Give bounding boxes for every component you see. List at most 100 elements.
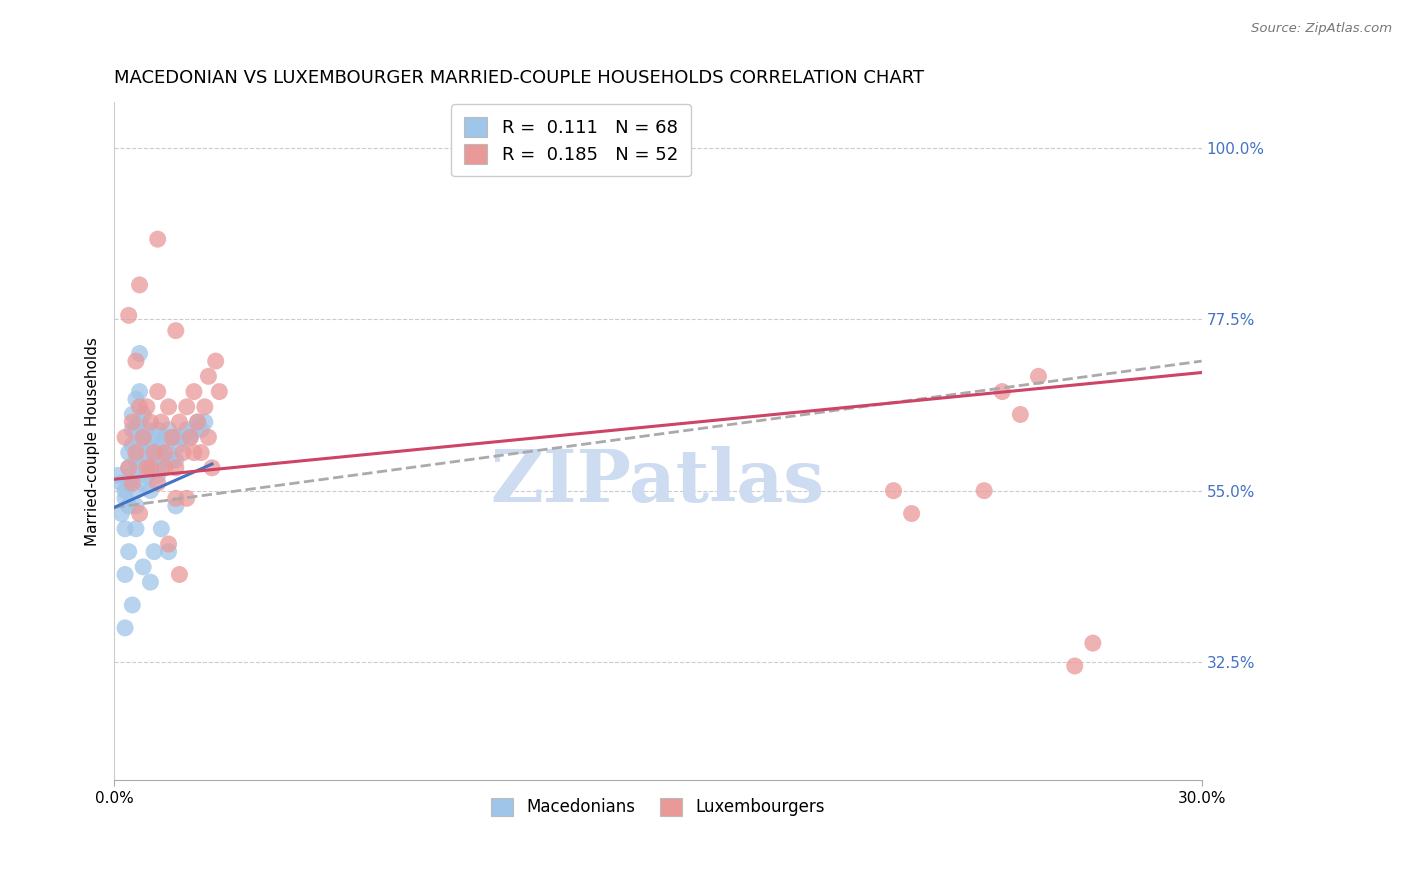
Point — [165, 460, 187, 475]
Point — [153, 453, 176, 467]
Point — [172, 445, 194, 459]
Point — [169, 567, 191, 582]
Point — [139, 415, 162, 429]
Point — [121, 408, 143, 422]
Point — [900, 507, 922, 521]
Y-axis label: Married-couple Households: Married-couple Households — [86, 336, 100, 546]
Point — [165, 453, 187, 467]
Point — [135, 445, 157, 459]
Point — [187, 415, 209, 429]
Point — [135, 460, 157, 475]
Point — [114, 430, 136, 444]
Point — [208, 384, 231, 399]
Point — [128, 384, 150, 399]
Point — [110, 507, 132, 521]
Point — [114, 567, 136, 582]
Point — [125, 445, 148, 459]
Point — [118, 544, 141, 558]
Point — [114, 483, 136, 498]
Point — [153, 430, 176, 444]
Point — [121, 438, 143, 452]
Point — [1028, 369, 1050, 384]
Point — [1081, 636, 1104, 650]
Point — [114, 522, 136, 536]
Point — [176, 491, 198, 506]
Point — [128, 277, 150, 292]
Point — [121, 468, 143, 483]
Point — [118, 476, 141, 491]
Point — [110, 476, 132, 491]
Point — [121, 423, 143, 437]
Point — [150, 460, 173, 475]
Point — [973, 483, 995, 498]
Point — [157, 445, 180, 459]
Point — [157, 423, 180, 437]
Point — [146, 445, 169, 459]
Point — [172, 430, 194, 444]
Point — [143, 544, 166, 558]
Point — [135, 423, 157, 437]
Point — [146, 476, 169, 491]
Point — [128, 346, 150, 360]
Point — [135, 400, 157, 414]
Point — [169, 415, 191, 429]
Point — [179, 430, 201, 444]
Point — [153, 460, 176, 475]
Point — [197, 430, 219, 444]
Point — [143, 445, 166, 459]
Point — [139, 438, 162, 452]
Point — [118, 445, 141, 459]
Point — [165, 499, 187, 513]
Point — [1063, 659, 1085, 673]
Text: MACEDONIAN VS LUXEMBOURGER MARRIED-COUPLE HOUSEHOLDS CORRELATION CHART: MACEDONIAN VS LUXEMBOURGER MARRIED-COUPL… — [114, 69, 924, 87]
Point — [183, 423, 205, 437]
Point — [153, 445, 176, 459]
Point — [197, 369, 219, 384]
Text: Source: ZipAtlas.com: Source: ZipAtlas.com — [1251, 22, 1392, 36]
Point — [179, 430, 201, 444]
Point — [132, 408, 155, 422]
Point — [150, 438, 173, 452]
Point — [132, 476, 155, 491]
Point — [118, 499, 141, 513]
Point — [150, 522, 173, 536]
Point — [128, 415, 150, 429]
Point — [107, 468, 129, 483]
Point — [121, 476, 143, 491]
Point — [125, 453, 148, 467]
Point — [165, 430, 187, 444]
Point — [194, 400, 217, 414]
Point — [143, 453, 166, 467]
Point — [114, 621, 136, 635]
Point — [201, 460, 224, 475]
Point — [194, 415, 217, 429]
Point — [204, 354, 226, 368]
Point — [118, 460, 141, 475]
Point — [132, 453, 155, 467]
Point — [143, 430, 166, 444]
Point — [169, 438, 191, 452]
Point — [118, 460, 141, 475]
Point — [183, 445, 205, 459]
Point — [1010, 408, 1032, 422]
Point — [125, 392, 148, 407]
Point — [139, 460, 162, 475]
Point — [125, 499, 148, 513]
Point — [157, 400, 180, 414]
Point — [165, 491, 187, 506]
Point — [118, 309, 141, 323]
Point — [132, 560, 155, 574]
Point — [121, 415, 143, 429]
Point — [125, 483, 148, 498]
Text: ZIPatlas: ZIPatlas — [491, 446, 825, 517]
Point — [165, 324, 187, 338]
Point — [187, 415, 209, 429]
Point — [146, 232, 169, 246]
Point — [183, 384, 205, 399]
Point — [135, 468, 157, 483]
Point — [882, 483, 904, 498]
Point — [160, 453, 183, 467]
Point — [991, 384, 1014, 399]
Point — [125, 522, 148, 536]
Point — [128, 507, 150, 521]
